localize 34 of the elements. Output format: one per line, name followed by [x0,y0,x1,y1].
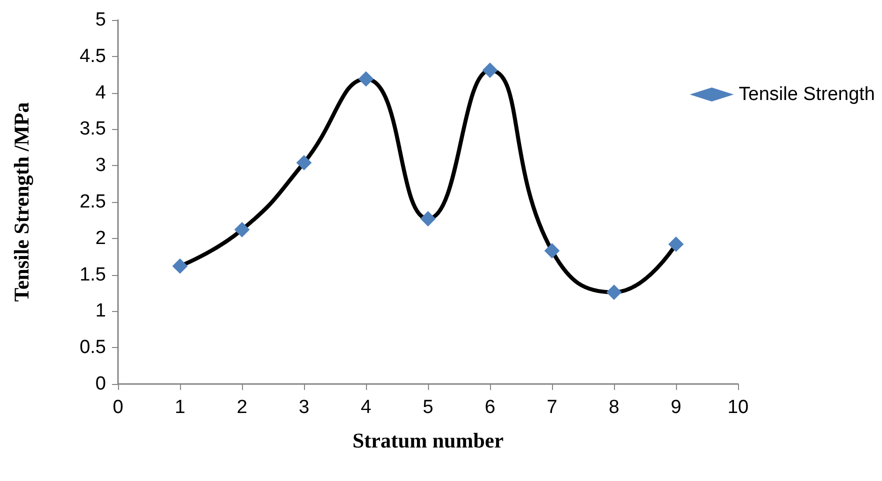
y-tick-label: 5 [95,10,106,30]
x-tick-label: 8 [608,397,620,418]
point [420,211,436,226]
point [606,284,622,300]
y-axis-title: Tensile Strength /MPa [10,102,34,302]
x-tick-label: 6 [484,397,496,418]
x-axis-title: Stratum number [352,428,504,452]
x-tick-label: 9 [670,397,682,418]
x-tick-label: 7 [546,397,558,418]
x-tick-label: 5 [422,397,434,418]
x-tick-label: 1 [174,397,186,418]
y-tick-label: 1 [95,300,106,322]
y-tick-label: 2.5 [80,192,106,212]
y-tick-label: 1.5 [80,264,106,286]
x-tick-label: 10 [727,397,749,418]
point [668,236,684,252]
point [172,258,188,274]
point [234,222,250,238]
y-tick-label: 3.5 [80,118,106,140]
x-tick-label: 2 [236,397,248,418]
y-tick-label: 4.5 [80,46,106,67]
x-tick-label: 3 [298,397,310,418]
y-tick-label: 4 [95,82,106,104]
y-tick-label: 2 [95,228,106,249]
point [296,155,312,170]
point [358,71,374,86]
y-tick-label: 0.5 [80,337,106,358]
x-tick-label: 0 [112,397,124,418]
point [544,243,560,258]
point [482,62,498,78]
x-tick-label: 4 [360,397,372,418]
y-tick-label: 0 [95,374,106,394]
y-tick-label: 3 [95,155,106,176]
legend-label: Tensile Strength [738,84,876,105]
